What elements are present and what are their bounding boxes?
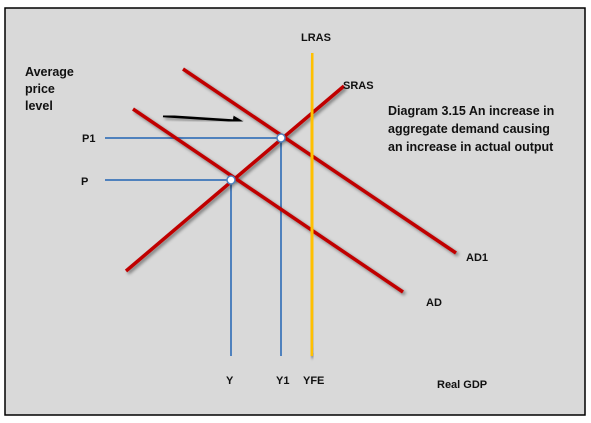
lras-label: LRAS — [301, 32, 331, 44]
price-label-p: P — [81, 176, 88, 188]
lras-line — [309, 52, 315, 357]
y-axis-label-line-2: price — [25, 82, 55, 96]
price-label-p1: P1 — [82, 133, 95, 145]
ad1-curve — [182, 67, 457, 255]
caption-line-3: an increase in actual output — [388, 140, 554, 154]
x-axis-label: Real GDP — [437, 379, 487, 391]
ad-shift-arrow — [162, 114, 243, 126]
diagram-background — [4, 7, 586, 416]
caption-line-1: Diagram 3.15 An increase in — [388, 104, 554, 118]
ad-curve — [132, 107, 404, 294]
output-label-yfe: YFE — [303, 375, 324, 387]
caption-line-2: aggregate demand causing — [388, 122, 550, 136]
y-axis-label-line-3: level — [25, 99, 53, 113]
ad1-label: AD1 — [466, 252, 488, 264]
ad-label: AD — [426, 297, 442, 309]
output-label-y1: Y1 — [276, 375, 289, 387]
sras-label: SRAS — [343, 80, 374, 92]
y-axis-label-line-1: Average — [25, 65, 74, 79]
equilibrium-point-initial — [226, 175, 236, 185]
equilibrium-point-new — [276, 133, 286, 143]
output-label-y: Y — [226, 375, 234, 387]
